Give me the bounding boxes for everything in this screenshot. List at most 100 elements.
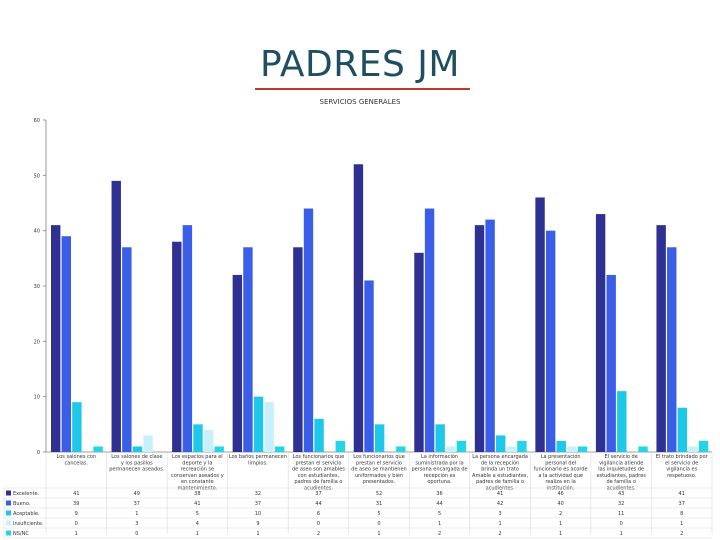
table-cell-value: 0 [317, 521, 320, 527]
category-label-line: a la actividad que [538, 473, 583, 479]
table-cell-value: 5 [377, 511, 380, 517]
table-cell-value: 42 [497, 501, 503, 507]
category-label: La información suministrada por la persona… [411, 453, 467, 485]
bar-insuficiente [688, 446, 698, 452]
table-cell-value: 41 [679, 491, 685, 497]
bar-bueno [61, 236, 71, 452]
table-cell-value: 37 [134, 501, 140, 507]
category-label-line: mantenimiento. [177, 486, 217, 492]
table-cell-value: 5 [438, 511, 441, 517]
legend-key [6, 510, 11, 516]
category-label-line: de familia o [606, 479, 635, 485]
table-cell-value: 0 [75, 521, 78, 527]
bar-excelente [595, 214, 606, 452]
bar-aceptable [132, 446, 143, 452]
category-label-line: brinda un trato [481, 467, 519, 473]
legend-label: Aceptable. [13, 511, 40, 517]
table-cell-value: 32 [255, 491, 261, 497]
y-tick-label: 60 [34, 118, 40, 124]
table-cell-value: 1 [75, 531, 78, 537]
bar-excelente [656, 225, 666, 452]
category-label-line: recepción es [424, 472, 456, 479]
bar-bueno [606, 274, 616, 452]
category-label-line: las inquietudes de [598, 467, 644, 473]
y-tick-label: 40 [34, 229, 40, 235]
bar-excelente [293, 247, 303, 452]
category-label-line: de aseo son amables [292, 467, 345, 473]
bar-bueno [182, 225, 193, 452]
category-label-line: recreación se [181, 466, 215, 473]
legend-key [6, 490, 11, 496]
table-cell-value: 41 [73, 491, 79, 497]
table-cell-value: 5 [196, 511, 199, 517]
table-cell-value: 1 [377, 531, 380, 537]
category-label: Los baños permanecen limpios. [229, 454, 287, 466]
table-cell-value: 1 [196, 531, 199, 537]
bar-aceptable [496, 435, 506, 452]
legend-key [6, 520, 11, 526]
table-cell-value: 1 [135, 511, 138, 517]
category-label-line: realiza en la [545, 479, 575, 485]
bar-excelente [414, 252, 424, 452]
table-cell-value: 9 [256, 521, 259, 527]
legend-label: Insuficiente. [13, 521, 44, 527]
bar-ns-nc [517, 440, 527, 452]
y-tick-label: 0 [37, 450, 40, 456]
table-cell-value: 0 [620, 521, 623, 527]
category-label-line: La persona encargada [472, 454, 528, 460]
category-label-line: vigilancia atiende [599, 460, 643, 466]
category-label: El trato brindado por el servicio de vigil… [656, 454, 709, 479]
table-cell-value: 1 [620, 531, 623, 537]
category-label-line: Los funcionarios que [293, 454, 345, 460]
bar-excelente [353, 164, 364, 452]
table-cell-value: 3 [498, 511, 501, 517]
category-label-line: cancelas. [65, 460, 89, 466]
category-label: Los salones de clase y los pasillos perman… [109, 454, 165, 473]
category-label-line: con estudiantes, [298, 473, 340, 479]
table-cell-value: 37 [255, 501, 261, 507]
bar-bueno [364, 280, 374, 452]
table-cell-value: 36 [436, 491, 442, 497]
table-cell-value: 8 [680, 511, 683, 517]
table-cell-value: 40 [557, 501, 563, 507]
table-cell-value: 38 [194, 491, 200, 497]
category-label: Los salones con cancelas. [57, 454, 97, 466]
category-label-line: Amable a estudiantes, [472, 473, 528, 479]
legend-key [6, 530, 11, 536]
bar-ns-nc [456, 440, 467, 452]
chart-title: SERVICIOS GENERALES [320, 98, 402, 106]
y-tick-label: 30 [34, 284, 40, 290]
legend-label: Bueno. [13, 501, 31, 507]
slide-title: PADRES JM [260, 44, 460, 85]
table-cell-value: 44 [315, 501, 321, 507]
bar-ns-nc [335, 440, 345, 452]
table-cell-value: 43 [618, 491, 624, 497]
category-label-line: Los baños permanecen [229, 454, 287, 460]
table-cell-value: 1 [680, 521, 683, 527]
y-tick-label: 20 [34, 339, 40, 345]
category-label-line: de la recepción [481, 459, 519, 466]
table-cell-value: 1 [256, 531, 259, 537]
category-label: Los funcionarios que prestan el servicio d… [351, 454, 406, 485]
bar-ns-nc [396, 446, 406, 452]
bar-aceptable [435, 424, 445, 452]
table-cell-value: 44 [436, 501, 442, 507]
table-cell-value: 41 [194, 501, 200, 507]
bar-insuficiente [567, 446, 577, 452]
category-label-line: La presentación [541, 453, 581, 460]
bar-ns-nc [577, 446, 588, 452]
table-cell-value: 1 [498, 521, 501, 527]
category-label-line: acudientes. [304, 486, 333, 492]
category-label-line: El trato brindado por [656, 454, 709, 460]
legend-label: Excelente. [13, 491, 40, 497]
table-cell-value: 2 [438, 531, 441, 537]
category-label-line: prestan el servicio [356, 460, 402, 466]
category-label-line: vigilancia es [666, 467, 697, 473]
table-cell-value: 1 [559, 521, 562, 527]
table-cell-value: 52 [376, 491, 382, 497]
bar-excelente [51, 225, 61, 452]
bar-ns-nc [214, 446, 224, 452]
table-cell-value: 2 [498, 531, 501, 537]
table-cell-value: 2 [559, 511, 562, 517]
category-label-line: Los salones de clase [111, 454, 162, 460]
